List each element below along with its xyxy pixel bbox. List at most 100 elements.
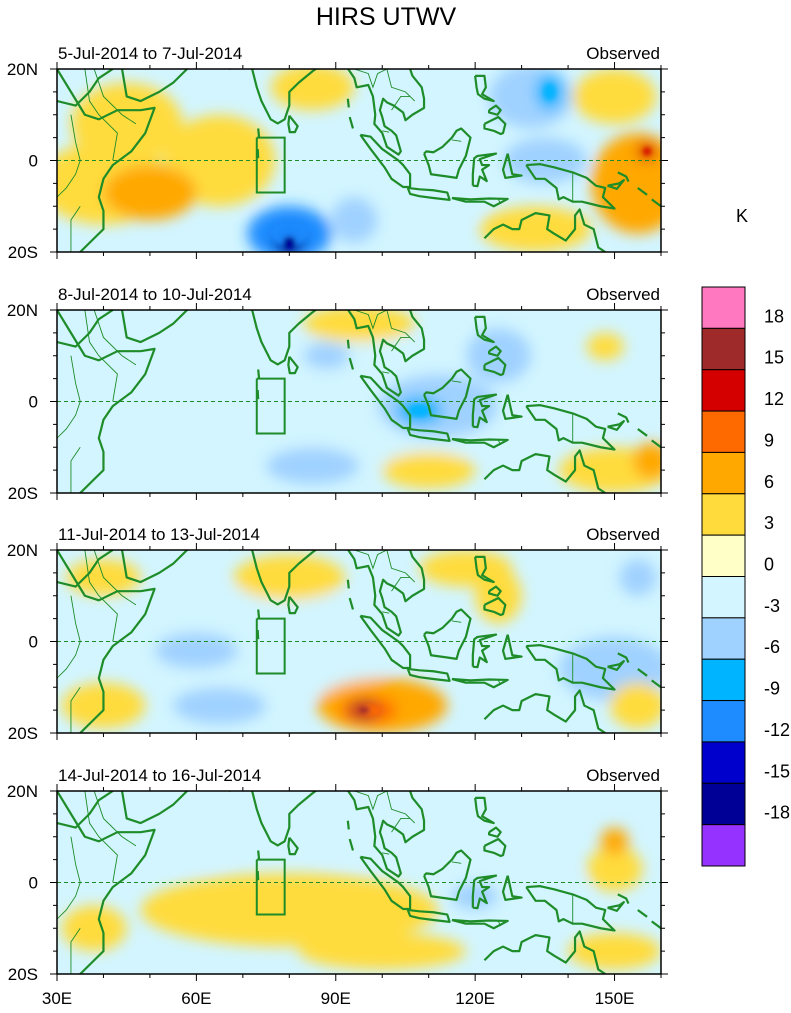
- anomaly-blob: [633, 442, 661, 480]
- x-tick-label: 60E: [181, 989, 211, 1008]
- colorbar-swatch: [701, 617, 746, 660]
- border-line: [70, 686, 81, 733]
- anomaly-blob: [600, 827, 629, 856]
- colorbar-swatch: [701, 534, 746, 578]
- anomaly-blob: [293, 795, 425, 860]
- coastline: [617, 171, 630, 183]
- border-line: [84, 69, 118, 161]
- panel-right-label: Observed: [586, 285, 660, 304]
- borders: [57, 791, 574, 974]
- coastline: [483, 449, 606, 493]
- border-line: [354, 550, 388, 570]
- coastline: [57, 310, 114, 348]
- map-panel: 20N 0 20S 14-Jul-2014 to 16-Jul-2014 Observe…: [7, 766, 668, 1008]
- units-label: K: [736, 206, 748, 226]
- border-line: [382, 611, 390, 614]
- border-line: [57, 355, 81, 439]
- coastline: [483, 596, 507, 617]
- anomaly-blob: [586, 332, 624, 361]
- border-line: [354, 791, 388, 811]
- anomaly-blob: [503, 137, 587, 184]
- coastline: [423, 127, 472, 179]
- coastline: [406, 186, 451, 201]
- anomaly-blob: [572, 69, 657, 124]
- coastline: [287, 355, 299, 375]
- coastline: [471, 393, 498, 429]
- anomaly-blob: [103, 165, 197, 220]
- coastline: [474, 74, 495, 103]
- coastline: [501, 875, 523, 901]
- coastline: [348, 597, 355, 610]
- colorbar-label: -15: [764, 761, 790, 781]
- coastline: [120, 69, 188, 103]
- coastline: [228, 550, 318, 606]
- border-line: [354, 310, 388, 330]
- border-line: [70, 446, 81, 493]
- anomaly-blob: [303, 310, 415, 343]
- anomaly-blob: [61, 905, 127, 952]
- colorbar-swatch: [701, 327, 746, 371]
- coastlines: [57, 791, 661, 974]
- border-line: [93, 550, 137, 606]
- border-line: [57, 836, 81, 920]
- y-tick-label: 0: [29, 152, 38, 171]
- y-tick-label: 0: [29, 874, 38, 893]
- coastline: [487, 826, 502, 838]
- region-box: [255, 377, 286, 435]
- chart-title: HIRS UTWV: [316, 3, 457, 31]
- coastline: [607, 901, 625, 912]
- anomaly-blob: [154, 632, 239, 669]
- colorbar-swatch: [701, 741, 746, 784]
- region-box: [255, 858, 286, 916]
- coastline: [57, 69, 114, 107]
- colorbar-label: 9: [764, 430, 774, 450]
- border-line: [451, 139, 462, 142]
- border-line: [391, 95, 411, 111]
- panel-left-label: 11-Jul-2014 to 13-Jul-2014: [58, 525, 260, 544]
- coastline: [483, 689, 606, 733]
- border-line: [84, 791, 118, 883]
- anomaly-core: [270, 221, 309, 247]
- colorbar-label: -9: [764, 679, 780, 699]
- colorbar-swatch: [701, 700, 746, 743]
- coastline: [228, 69, 318, 125]
- panel-left-label: 8-Jul-2014 to 10-Jul-2014: [58, 285, 252, 304]
- border-line: [382, 371, 390, 374]
- border-line: [497, 680, 502, 686]
- coastline: [359, 133, 412, 189]
- coastline: [120, 791, 188, 825]
- coastline: [501, 153, 523, 179]
- coastline: [474, 315, 495, 344]
- coastline: [228, 791, 318, 847]
- anomaly-blob: [591, 133, 661, 234]
- coastline: [346, 550, 426, 637]
- region-box: [255, 136, 286, 194]
- colorbar-swatch: [701, 369, 746, 412]
- coastline: [471, 152, 498, 188]
- anomaly-blob: [619, 559, 657, 596]
- coastline: [287, 836, 299, 856]
- anomaly-blob: [382, 451, 476, 489]
- coastline: [474, 796, 495, 825]
- colorbar-label: 3: [764, 513, 774, 533]
- y-tick-label: 20S: [8, 724, 38, 743]
- coastline: [406, 908, 451, 923]
- border-line: [497, 440, 502, 446]
- border-line: [84, 550, 118, 642]
- coastline: [406, 667, 451, 682]
- field-texture: [355, 703, 381, 717]
- colorbar-swatch: [701, 410, 746, 453]
- coastline: [501, 634, 523, 660]
- coastline: [617, 893, 630, 905]
- border-line: [451, 620, 462, 623]
- coastline: [651, 679, 661, 689]
- coastline: [57, 310, 156, 493]
- y-tick-label: 20N: [7, 60, 38, 79]
- field-texture: [270, 83, 652, 250]
- x-tick-label: 90E: [321, 989, 351, 1008]
- panel-left-label: 14-Jul-2014 to 16-Jul-2014: [58, 766, 261, 785]
- coastline: [228, 310, 318, 366]
- coastline: [471, 633, 498, 669]
- coastline: [359, 614, 412, 670]
- coastline: [57, 791, 156, 974]
